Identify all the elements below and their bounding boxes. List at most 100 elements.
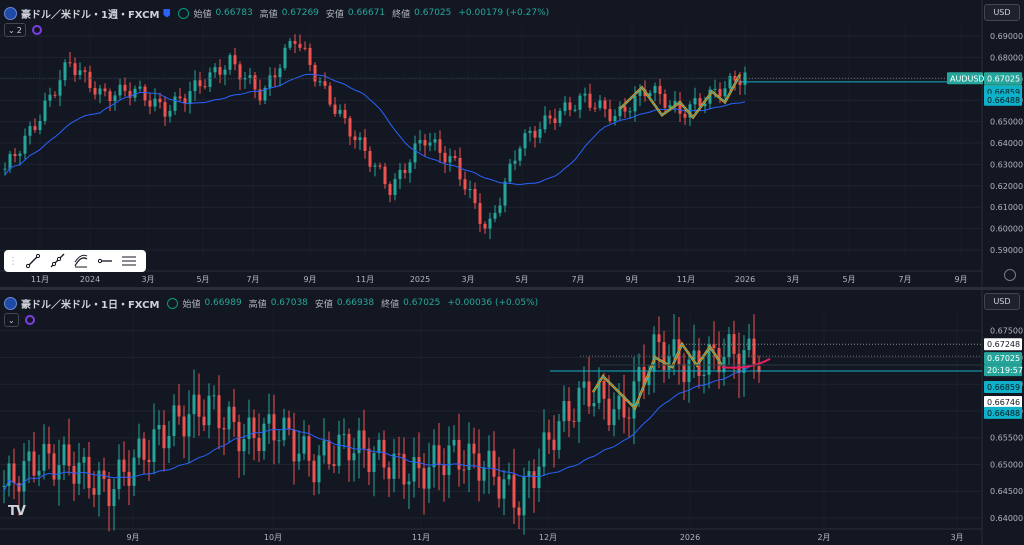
candle-body — [227, 406, 231, 430]
candle-body — [492, 450, 496, 477]
time-tick-label: 5月 — [515, 275, 528, 284]
candle-body — [657, 334, 661, 343]
chevron-down-icon: ⌄ — [8, 315, 15, 325]
candle-body — [352, 453, 356, 461]
market-status-icon[interactable] — [178, 7, 190, 19]
weekly-legend: 豪ドル／米ドル・1週・FXCM 始値 0.66783 高値 0.67269 安値 0.… — [4, 5, 552, 21]
horizontal-ray-icon[interactable] — [96, 252, 114, 270]
trend-line-icon[interactable] — [24, 252, 42, 270]
candle-body — [33, 126, 37, 131]
currency-selector[interactable]: USD — [984, 293, 1020, 310]
candle-body — [617, 395, 621, 410]
candle-body — [408, 162, 412, 173]
time-tick-label: 12月 — [539, 533, 557, 542]
candle-body — [308, 47, 312, 65]
price-tick-label: 0.65000 — [990, 460, 1023, 469]
market-status-icon[interactable] — [167, 297, 179, 309]
ray-icon[interactable] — [48, 252, 66, 270]
level1-tag: 0.66859 — [987, 88, 1020, 97]
candle-body — [238, 64, 242, 80]
symbol-tag: AUDUSD — [950, 74, 985, 83]
candle-body — [97, 470, 101, 495]
candle-body — [53, 94, 57, 96]
candle-body — [623, 106, 627, 112]
curve-icon[interactable] — [72, 252, 90, 270]
weekly-chart-pane[interactable]: 0.690000.680000.670000.660000.650000.640… — [0, 0, 1024, 287]
candle-body — [462, 469, 466, 471]
currency-selector[interactable]: USD — [984, 4, 1020, 21]
daily-chart-pane[interactable]: 0.675000.670000.665000.660000.655000.650… — [0, 290, 1024, 545]
candle-body — [387, 467, 391, 479]
candle-body — [692, 350, 696, 360]
candle-body — [368, 150, 372, 167]
candle-body — [83, 70, 87, 72]
candle-body — [317, 455, 321, 483]
candle-body — [512, 474, 516, 508]
symbol-title[interactable]: 豪ドル／米ドル・1週・FXCM — [21, 9, 160, 21]
candle-body — [297, 453, 301, 462]
candle-body — [638, 89, 642, 96]
candle-body — [608, 109, 612, 122]
indicator-settings-icon[interactable] — [24, 315, 35, 325]
time-tick-label: 7月 — [898, 275, 911, 284]
countdown-tag-bg — [984, 364, 1022, 377]
candle-body — [17, 482, 21, 492]
daily-chart-canvas[interactable]: 0.675000.670000.665000.660000.655000.650… — [0, 290, 1024, 545]
candle-body — [93, 88, 97, 95]
horizontal-lines-icon[interactable] — [120, 252, 138, 270]
candle-body — [597, 380, 601, 404]
candle-body — [178, 96, 182, 99]
symbol-title[interactable]: 豪ドル／米ドル・1日・FXCM — [21, 299, 160, 311]
candle-body — [128, 90, 132, 98]
indicators-toggle-button[interactable]: ⌄ 2 — [4, 23, 26, 37]
indicator-settings-icon[interactable] — [31, 25, 42, 35]
open-label: 始値 — [182, 299, 201, 310]
candle-body — [163, 102, 167, 117]
candle-body — [318, 81, 322, 83]
candle-body — [272, 414, 276, 441]
candle-body — [233, 55, 237, 65]
time-tick-label: 7月 — [571, 275, 584, 284]
pane-divider[interactable] — [0, 287, 1024, 290]
candle-body — [683, 113, 687, 118]
candle-body — [377, 439, 381, 454]
candle-body — [567, 401, 571, 421]
drag-handle-icon[interactable]: ⋮ — [8, 255, 18, 267]
weekly-chart-canvas[interactable]: 0.690000.680000.670000.660000.650000.640… — [0, 0, 1024, 287]
candle-body — [678, 101, 682, 114]
open-value: 0.66783 — [215, 8, 253, 18]
candle-body — [378, 165, 382, 167]
candle-body — [22, 461, 26, 492]
candle-body — [263, 87, 267, 101]
indicator-count: 2 — [16, 25, 22, 35]
candle-body — [243, 78, 247, 80]
candle-body — [487, 450, 491, 468]
candle-body — [203, 86, 207, 88]
indicators-toggle-button[interactable]: ⌄ — [4, 313, 19, 327]
candle-body — [257, 437, 261, 451]
candle-body — [628, 111, 632, 113]
candle-body — [633, 95, 637, 112]
close-label: 終値 — [392, 9, 411, 20]
candle-body — [382, 439, 386, 468]
close-label: 終値 — [381, 299, 400, 310]
price-tick-label: 0.64000 — [990, 139, 1023, 148]
candle-body — [432, 445, 436, 468]
candle-body — [548, 115, 552, 119]
candle-body — [407, 481, 411, 485]
gear-icon[interactable] — [1004, 269, 1016, 281]
candle-body — [152, 429, 156, 462]
candle-body — [162, 425, 166, 449]
candle-body — [92, 488, 96, 495]
time-tick-label: 5月 — [196, 275, 209, 284]
candle-body — [533, 130, 537, 138]
candle-body — [488, 218, 492, 229]
candle-body — [133, 88, 137, 98]
candle-body — [538, 129, 542, 138]
candle-body — [48, 94, 52, 101]
candle-body — [358, 137, 362, 141]
candle-body — [393, 179, 397, 195]
candle-body — [103, 88, 107, 92]
bookmark-flag-icon[interactable] — [163, 8, 171, 18]
price-tick-label: 0.65500 — [990, 434, 1023, 443]
